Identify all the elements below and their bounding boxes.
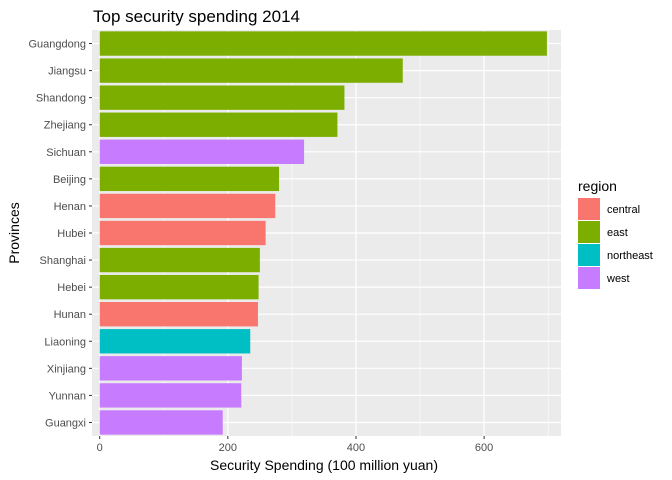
y-tick-label: Henan bbox=[54, 201, 86, 213]
legend: region central east northeast west bbox=[578, 178, 653, 289]
legend-title: region bbox=[578, 178, 617, 194]
legend-label: east bbox=[607, 227, 628, 239]
bar-beijing bbox=[99, 166, 280, 192]
bar-liaoning bbox=[99, 329, 251, 354]
x-tick-label: 400 bbox=[347, 442, 365, 454]
legend-label: central bbox=[607, 204, 640, 216]
bar-yunnan bbox=[99, 383, 242, 408]
y-tick-label: Shanghai bbox=[40, 255, 87, 267]
legend-key-east bbox=[578, 221, 600, 243]
x-tick-label: 0 bbox=[97, 442, 103, 454]
bar-sichuan bbox=[99, 139, 305, 164]
x-tick-label: 600 bbox=[475, 442, 493, 454]
bar-guangxi bbox=[99, 410, 223, 435]
legend-label: west bbox=[606, 273, 630, 285]
legend-key-northeast bbox=[578, 244, 600, 266]
y-tick-label: Hubei bbox=[57, 228, 86, 240]
y-tick-label: Guangxi bbox=[45, 417, 86, 429]
bar-shanghai bbox=[99, 247, 260, 273]
legend-key-central bbox=[578, 198, 600, 220]
bar-hunan bbox=[99, 302, 258, 327]
bars bbox=[99, 31, 547, 435]
bar-zhejiang bbox=[99, 112, 338, 137]
bar-xinjiang bbox=[99, 356, 242, 381]
bar-guangdong bbox=[99, 31, 547, 56]
bar-hebei bbox=[99, 274, 259, 300]
y-axis-title: Provinces bbox=[6, 202, 22, 263]
y-tick-label: Sichuan bbox=[46, 147, 86, 159]
bar-hubei bbox=[99, 220, 266, 246]
y-tick-label: Yunnan bbox=[49, 390, 86, 402]
legend-key-west bbox=[578, 267, 600, 289]
bar-shandong bbox=[99, 85, 345, 110]
x-axis-title: Security Spending (100 million yuan) bbox=[210, 457, 438, 473]
y-axis-ticks: Guangdong Jiangsu Shandong Zhejiang Sichuan B… bbox=[29, 39, 92, 429]
bar-henan bbox=[99, 193, 276, 219]
y-tick-label: Jiangsu bbox=[48, 66, 86, 78]
legend-label: northeast bbox=[607, 250, 653, 262]
y-tick-label: Liaoning bbox=[44, 336, 86, 348]
x-tick-label: 200 bbox=[219, 442, 237, 454]
y-tick-label: Zhejiang bbox=[44, 120, 86, 132]
y-tick-label: Guangdong bbox=[29, 39, 87, 51]
chart-title: Top security spending 2014 bbox=[93, 7, 300, 26]
y-tick-label: Hebei bbox=[57, 282, 86, 294]
x-axis-ticks: 0 200 400 600 bbox=[97, 436, 493, 454]
bar-jiangsu bbox=[99, 58, 403, 83]
y-tick-label: Shandong bbox=[36, 93, 86, 105]
y-tick-label: Beijing bbox=[53, 174, 86, 186]
y-tick-label: Xinjiang bbox=[47, 363, 86, 375]
y-tick-label: Hunan bbox=[54, 309, 86, 321]
